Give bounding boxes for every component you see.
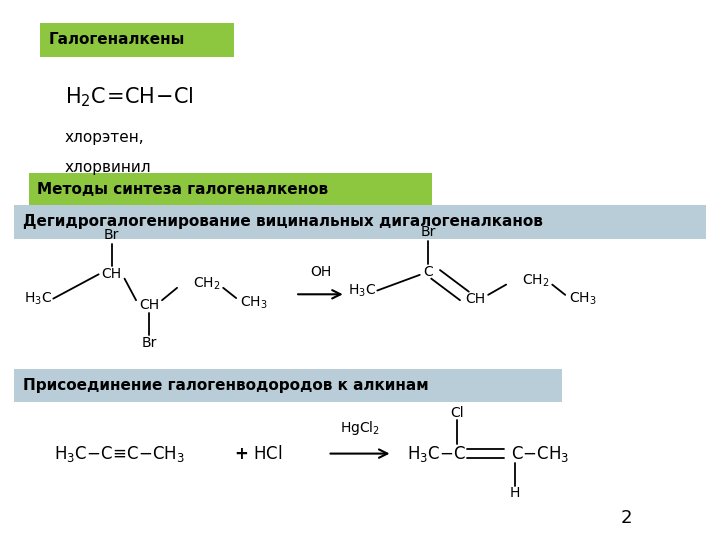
Text: CH: CH xyxy=(102,267,122,281)
Text: H$_3$C: H$_3$C xyxy=(24,291,52,307)
Text: Cl: Cl xyxy=(451,406,464,420)
Text: Br: Br xyxy=(104,228,120,242)
Bar xyxy=(40,23,234,57)
Text: Присоединение галогенводородов к алкинам: Присоединение галогенводородов к алкинам xyxy=(23,378,428,393)
Text: Br: Br xyxy=(420,225,436,239)
Text: CH: CH xyxy=(139,298,159,312)
Text: H: H xyxy=(510,486,520,500)
Text: CH$_2$: CH$_2$ xyxy=(193,275,220,292)
Bar xyxy=(14,205,706,239)
Text: CH$_2$: CH$_2$ xyxy=(522,273,549,289)
Text: H$_3$C$-$C$\!\equiv\!$C$-$CH$_3$: H$_3$C$-$C$\!\equiv\!$C$-$CH$_3$ xyxy=(54,443,185,464)
Text: $\mathbf{+}$ HCl: $\mathbf{+}$ HCl xyxy=(234,444,282,463)
Text: CH$_3$: CH$_3$ xyxy=(240,294,267,310)
Text: хлорвинил: хлорвинил xyxy=(65,160,151,175)
Text: H$_3$C$-$C: H$_3$C$-$C xyxy=(407,443,466,464)
Text: Галогеналкены: Галогеналкены xyxy=(48,32,184,48)
Text: CH: CH xyxy=(465,292,485,306)
Bar xyxy=(14,369,562,402)
Text: хлорэтен,: хлорэтен, xyxy=(65,130,145,145)
Text: 2: 2 xyxy=(621,509,632,528)
Text: C: C xyxy=(423,265,433,279)
Text: H$_3$C: H$_3$C xyxy=(348,282,376,299)
Text: Методы синтеза галогеналкенов: Методы синтеза галогеналкенов xyxy=(37,182,328,197)
Text: HgCl$_2$: HgCl$_2$ xyxy=(340,418,380,437)
Text: Дегидрогалогенирование вицинальных дигалогеналканов: Дегидрогалогенирование вицинальных дигал… xyxy=(23,214,543,230)
Text: OH: OH xyxy=(310,265,331,279)
Text: H$_2$C$\!=\!$CH$\!-\!$Cl: H$_2$C$\!=\!$CH$\!-\!$Cl xyxy=(65,85,194,109)
Text: Br: Br xyxy=(141,336,157,350)
Text: C$-$CH$_3$: C$-$CH$_3$ xyxy=(511,443,570,464)
Text: CH$_3$: CH$_3$ xyxy=(569,291,596,307)
Bar xyxy=(29,173,432,206)
